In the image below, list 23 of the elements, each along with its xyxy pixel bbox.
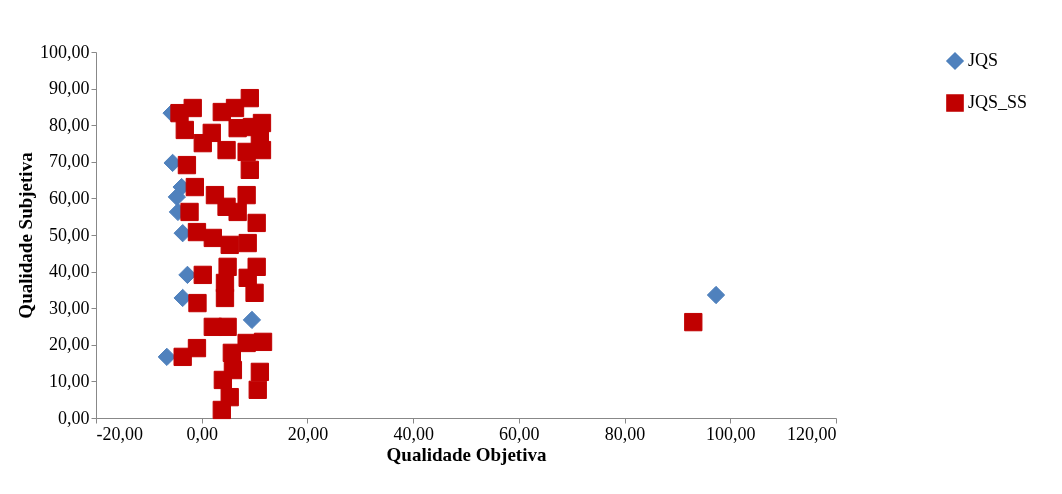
y-tick-label: 40,00 (49, 261, 90, 282)
y-tick-label: 80,00 (49, 114, 90, 135)
x-tick-label: 60,00 (499, 423, 540, 444)
x-axis-title: Qualidade Objetiva (386, 443, 547, 465)
legend-label: JQS (968, 50, 999, 70)
x-tick-label: -20,00 (96, 423, 143, 444)
x-tick-label: 100,00 (706, 423, 756, 444)
x-tick-label: 40,00 (393, 423, 434, 444)
y-tick-label: 60,00 (49, 187, 90, 208)
y-tick-label: 50,00 (49, 224, 90, 245)
x-tick-label: 80,00 (604, 423, 646, 444)
y-tick-label: 30,00 (49, 297, 90, 318)
y-tick-label: 0,00 (58, 407, 90, 428)
y-tick-label: 10,00 (49, 370, 90, 391)
legend-label: JQS_SS (968, 92, 1028, 112)
x-tick-label: 120,00 (787, 423, 837, 444)
x-tick-label: 0,00 (186, 423, 218, 444)
y-tick-label: 20,00 (49, 334, 90, 355)
y-axis-title: Qualidade Subjetiva (15, 151, 36, 319)
y-tick-label: 70,00 (49, 151, 90, 172)
y-tick-label: 90,00 (49, 78, 90, 99)
y-tick-label: 100,00 (40, 41, 90, 62)
x-tick-label: 20,00 (287, 423, 329, 444)
